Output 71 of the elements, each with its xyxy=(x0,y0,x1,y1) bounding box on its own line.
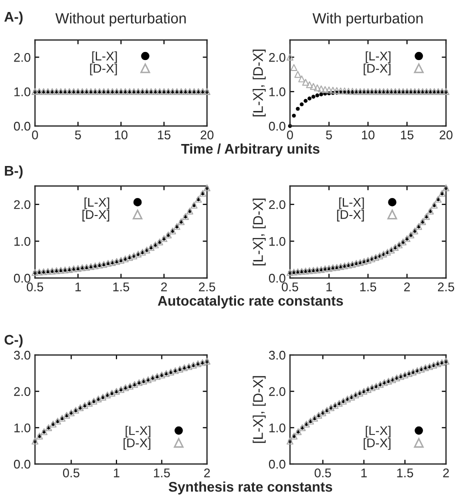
y-tick-label: 2.0 xyxy=(269,53,286,62)
legend-label: [D-X] xyxy=(364,64,390,76)
chart-title: With perturbation xyxy=(312,12,423,26)
x-tick-label: 15 xyxy=(158,130,170,140)
x-tick-label: 1.5 xyxy=(397,468,414,478)
y-tick-label: 0.0 xyxy=(268,460,286,469)
x-tick-label: 1 xyxy=(75,282,81,292)
x-tick-label: 20 xyxy=(440,130,452,140)
y-tick-label: 1.0 xyxy=(14,87,30,96)
x-tick-label: 1 xyxy=(114,468,120,478)
x-tick-label: 15 xyxy=(401,130,414,140)
y-axis-title: [L-X], [D-X] xyxy=(252,376,266,443)
x-tick-label: 0.5 xyxy=(63,468,80,478)
legend-label: [D-X] xyxy=(337,210,364,222)
legend-label: [L-X] xyxy=(366,51,390,63)
y-tick-label: 3.0 xyxy=(268,350,286,360)
y-tick-label: 2.0 xyxy=(14,200,30,210)
x-tick-label: 2 xyxy=(404,282,410,292)
text: C-) xyxy=(4,334,23,348)
x-tick-label: 2.5 xyxy=(198,282,216,292)
x-tick-label: 2 xyxy=(161,282,167,292)
x-tick-label: 1 xyxy=(326,282,332,292)
x-tick-label: 0.5 xyxy=(282,282,298,292)
x-tick-label: 10 xyxy=(115,130,128,140)
legend-label: [D-X] xyxy=(124,438,150,450)
text: A-) xyxy=(4,12,23,24)
text: B-) xyxy=(4,166,23,178)
legend-label: [L-X] xyxy=(366,426,390,438)
x-tick-label: 0 xyxy=(287,130,293,140)
y-axis-title: [L-X], [D-X] xyxy=(252,50,266,116)
x-tick-label: 0.5 xyxy=(314,468,332,478)
x-tick-label: 10 xyxy=(362,130,374,140)
x-tick-label: 0.5 xyxy=(26,282,44,292)
chart-title: Without perturbation xyxy=(55,12,186,26)
x-tick-label: 20 xyxy=(200,130,214,140)
y-tick-label: 0.0 xyxy=(268,274,286,283)
y-tick-label: 1.0 xyxy=(14,237,30,246)
legend-label: [L-X] xyxy=(126,426,150,438)
y-tick-label: 1.0 xyxy=(269,87,286,96)
x-axis-title: Synthesis rate constants xyxy=(168,482,332,494)
y-tick-label: 3.0 xyxy=(14,350,30,360)
x-tick-label: 1.5 xyxy=(154,468,170,478)
y-tick-label: 0.0 xyxy=(14,460,30,469)
y-tick-label: 1.0 xyxy=(14,423,30,432)
y-tick-label: 0.0 xyxy=(268,122,286,131)
legend-label: [L-X] xyxy=(339,198,364,210)
y-tick-label: 2.0 xyxy=(269,200,286,210)
x-axis-title: Time / Arbitrary units xyxy=(181,144,320,156)
y-tick-label: 0.0 xyxy=(14,122,30,131)
legend-label: [L-X] xyxy=(84,198,110,210)
y-axis-title: [L-X], [D-X] xyxy=(252,198,266,266)
y-tick-label: 2.0 xyxy=(14,387,30,396)
y-tick-label: 2.0 xyxy=(14,53,30,62)
x-tick-label: 1.5 xyxy=(113,282,130,292)
legend-label: [L-X] xyxy=(92,51,117,63)
x-tick-label: 2.5 xyxy=(438,282,454,292)
x-tick-label: 2 xyxy=(443,468,449,478)
y-tick-label: 1.0 xyxy=(269,423,286,432)
legend-label: [D-X] xyxy=(90,64,117,76)
x-tick-label: 1 xyxy=(361,468,367,478)
legend-label: [D-X] xyxy=(82,210,110,222)
x-tick-label: 5 xyxy=(75,130,81,140)
y-tick-label: 1.0 xyxy=(269,237,286,246)
legend-label: [D-X] xyxy=(364,438,390,450)
x-axis-title: Autocatalytic rate constants xyxy=(158,296,343,308)
y-tick-label: 0.0 xyxy=(14,274,30,283)
x-tick-label: 5 xyxy=(326,130,332,140)
y-tick-label: 2.0 xyxy=(269,387,286,396)
x-tick-label: 0 xyxy=(32,130,38,140)
x-tick-label: 1.5 xyxy=(360,282,376,292)
x-tick-label: 2 xyxy=(204,468,210,478)
